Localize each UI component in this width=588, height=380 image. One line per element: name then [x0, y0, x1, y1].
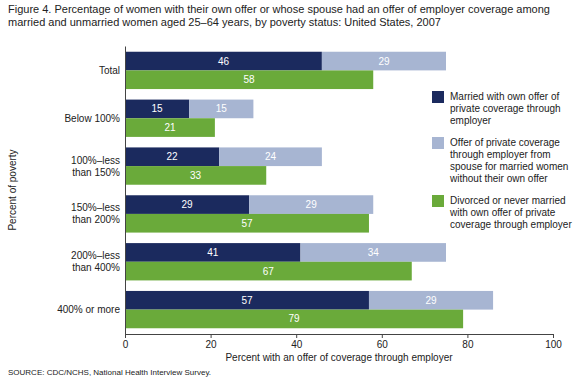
- x-tick: 60: [377, 334, 389, 350]
- x-tick-mark: [296, 334, 297, 338]
- x-tick-label: 40: [291, 339, 303, 350]
- data-label: 21: [164, 122, 176, 133]
- y-tick: 200%–lessthan 400%: [71, 250, 125, 273]
- x-tick-mark: [553, 334, 554, 338]
- data-label: 33: [190, 170, 202, 181]
- bar: [125, 195, 249, 214]
- legend-label: Married with own offer ofprivate coverag…: [450, 91, 561, 126]
- bar: [125, 262, 412, 281]
- legend-swatch: [432, 91, 444, 103]
- x-tick-mark: [211, 334, 212, 338]
- x-tick-mark: [125, 334, 126, 338]
- legend-label: Offer of private coveragethrough employe…: [449, 137, 568, 184]
- data-label: 29: [181, 199, 193, 210]
- y-tick: Total: [99, 65, 125, 76]
- data-label: 67: [263, 266, 275, 277]
- x-tick-mark: [382, 334, 383, 338]
- chart: Figure 4. Percentage of women with their…: [0, 0, 588, 380]
- data-label: 41: [207, 247, 219, 258]
- data-label: 29: [378, 56, 390, 67]
- bar: [322, 52, 446, 71]
- data-label: 29: [425, 295, 437, 306]
- data-label: 57: [241, 295, 253, 306]
- y-axis-line: [125, 47, 126, 335]
- y-axis-title: Percent of poverty: [7, 149, 18, 230]
- bar: [125, 70, 373, 89]
- bar: [189, 100, 253, 119]
- legend-label: Divorced or never marriedwith own offer …: [449, 195, 572, 230]
- y-tick: 100%–lessthan 150%: [71, 155, 125, 178]
- bar: [125, 118, 215, 137]
- bar: [249, 195, 373, 214]
- y-tick: 150%–lessthan 200%: [71, 202, 125, 225]
- bar: [125, 291, 369, 310]
- title: Figure 4. Percentage of women with their…: [8, 3, 550, 28]
- data-label: 34: [368, 247, 380, 258]
- x-axis-line: [126, 335, 554, 339]
- bar: [369, 291, 493, 310]
- x-axis: 0 20 40 60 80 100: [123, 334, 563, 350]
- x-tick-label: 20: [206, 339, 218, 350]
- bar: [300, 243, 446, 262]
- y-axis: Total Below 100% 100%–lessthan 150% 150%–le…: [57, 47, 125, 335]
- bar: [125, 310, 463, 329]
- bar: [219, 147, 322, 166]
- legend-swatch: [432, 137, 444, 149]
- data-label: 29: [306, 199, 318, 210]
- bars: [125, 52, 493, 329]
- data-label: 15: [216, 103, 228, 114]
- data-label: 79: [288, 313, 300, 324]
- y-tick-label: 400% or more: [57, 304, 120, 315]
- bar: [125, 214, 369, 233]
- x-tick: 0: [123, 334, 129, 350]
- x-tick-label: 80: [462, 339, 474, 350]
- data-labels: 46 29 15 15 22 24 29 29 41 34 57 29 58 21 33 57 67 79: [152, 56, 437, 325]
- y-tick-label: 100%–lessthan 150%: [71, 155, 120, 178]
- x-tick-label: 60: [377, 339, 389, 350]
- x-tick-mark: [467, 334, 468, 338]
- x-tick: 40: [291, 334, 303, 350]
- data-label: 58: [244, 74, 256, 85]
- data-label: 46: [218, 56, 230, 67]
- x-tick-label: 0: [123, 339, 129, 350]
- x-tick: 20: [206, 334, 218, 350]
- x-tick: 80: [462, 334, 474, 350]
- annotation: SOURCE: CDC/NCHS, National Health Interv…: [8, 368, 211, 377]
- bar: [125, 100, 189, 119]
- data-label: 22: [167, 151, 179, 162]
- legend-swatch: [432, 195, 444, 207]
- x-axis-title: Percent with an offer of coverage throug…: [225, 352, 453, 363]
- x-tick: 100: [545, 334, 562, 350]
- y-tick-label: 200%–lessthan 400%: [71, 250, 120, 273]
- data-label: 57: [241, 218, 253, 229]
- x-tick-label: 100: [545, 339, 562, 350]
- bar: [125, 243, 300, 262]
- y-tick-label: Below 100%: [64, 113, 120, 124]
- legend: Married with own offer ofprivate coverag…: [432, 91, 572, 230]
- bar: [125, 166, 266, 185]
- y-tick-label: Total: [99, 65, 120, 76]
- data-label: 24: [265, 151, 277, 162]
- y-tick: Below 100%: [64, 113, 125, 124]
- y-tick-label: 150%–lessthan 200%: [71, 202, 120, 225]
- bar: [125, 147, 219, 166]
- y-tick: 400% or more: [57, 304, 125, 315]
- bar: [125, 52, 322, 71]
- data-label: 15: [152, 103, 164, 114]
